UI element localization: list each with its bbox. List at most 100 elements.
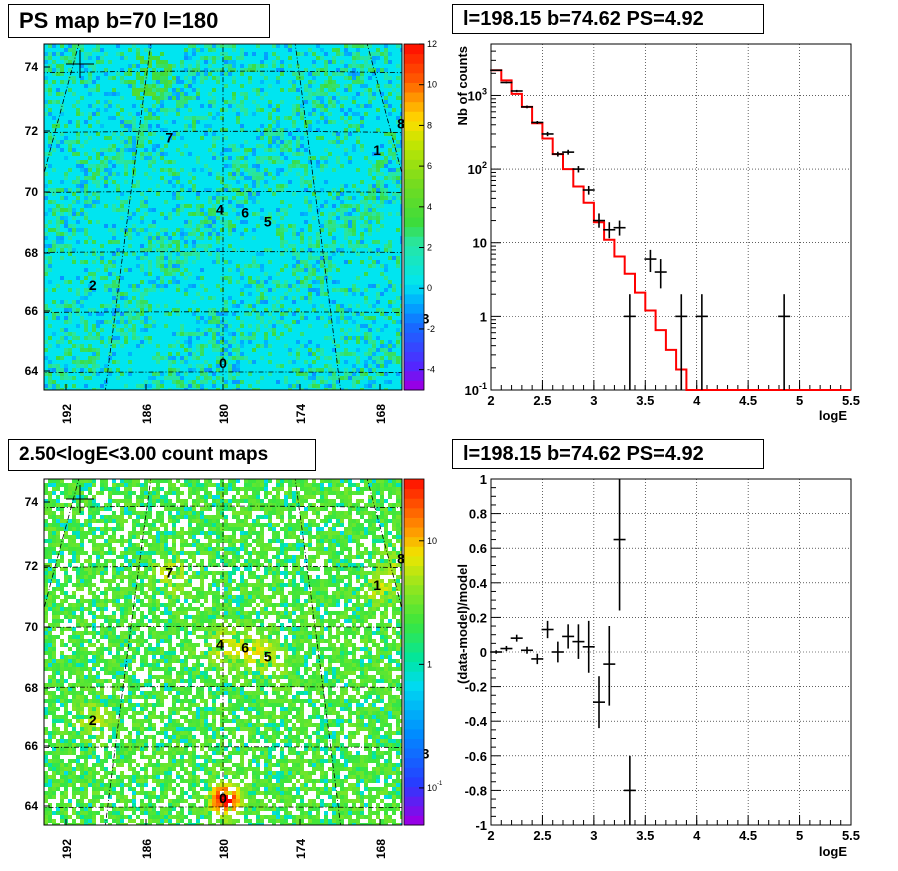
lon-line — [105, 479, 152, 825]
colorbar-cell — [404, 101, 424, 112]
colorbar-cell — [404, 351, 424, 362]
colorbar-cell — [404, 380, 424, 391]
colorbar-cell — [404, 584, 424, 595]
x-tick-label: 3.5 — [636, 393, 654, 408]
source-label: 5 — [264, 214, 272, 230]
y-tick-label: 0.8 — [469, 507, 487, 522]
colorbar-cell — [404, 82, 424, 93]
colorbar-cell — [404, 536, 424, 547]
y-tick-label: -0.6 — [465, 749, 487, 764]
colorbar-tick-label: 10-1 — [427, 781, 443, 793]
source-label: 4 — [216, 636, 224, 652]
lat-line — [0, 837, 620, 840]
colorbar-cell — [404, 488, 424, 499]
cnt-colorbar: 10-1 1 10 — [403, 478, 443, 826]
colorbar-cell — [404, 322, 424, 333]
colorbar-cell — [404, 786, 424, 797]
lon-line — [294, 479, 341, 825]
colorbar-cell — [404, 226, 424, 237]
residual-grid — [491, 479, 851, 825]
source-label: 4 — [216, 201, 224, 217]
colorbar-cell — [404, 517, 424, 528]
colorbar-cell — [404, 623, 424, 634]
x-tick-label: 168 — [374, 839, 388, 859]
spectrum-panel: 2 2.5 3 3.5 4 4.5 5 5.5 10-1 1 10 102 103 logE Nb of c… — [455, 43, 860, 423]
colorbar-cell — [404, 642, 424, 653]
x-tick-label: 180 — [217, 839, 231, 859]
y-tick-label: 0.6 — [469, 541, 487, 556]
x-tick-label: 4 — [693, 393, 701, 408]
ps-map-cells — [0, 14, 402, 435]
y-tick-label: 64 — [25, 364, 39, 378]
colorbar-cell — [404, 805, 424, 816]
x-tick-label: 5 — [796, 828, 803, 843]
source-label: 6 — [241, 205, 249, 221]
colorbar-cell — [404, 738, 424, 749]
y-tick-label: 66 — [25, 739, 39, 753]
x-tick-label: 2 — [487, 828, 494, 843]
ps-colorbar: -4 -2 0 2 4 6 8 10 12 — [403, 39, 437, 391]
x-tick-label: 192 — [60, 404, 74, 424]
colorbar-cell — [404, 332, 424, 343]
x-tick-label: 3 — [590, 828, 597, 843]
ps-map-title: PS map b=70 l=180 — [8, 4, 270, 38]
source-label: 8 — [397, 551, 405, 567]
count-map-title: 2.50<logE<3.00 count maps — [8, 439, 316, 471]
colorbar-cell — [404, 690, 424, 701]
x-tick-label: 180 — [217, 404, 231, 424]
colorbar-cell — [404, 159, 424, 170]
y-tick-label: -0.8 — [465, 783, 487, 798]
y-tick-label: 10 — [473, 236, 487, 251]
source-label: 3 — [422, 746, 430, 762]
colorbar-cell — [404, 498, 424, 509]
x-tick-label: 4 — [693, 828, 701, 843]
colorbar-tick-label: -4 — [427, 365, 435, 375]
colorbar-cell — [404, 313, 424, 324]
colorbar-cell — [404, 53, 424, 64]
cnt-map-cells — [0, 479, 620, 840]
ps-map-grid — [0, 14, 402, 435]
colorbar-cell — [404, 632, 424, 643]
y-tick-label: 103 — [468, 86, 487, 103]
source-label: 0 — [219, 355, 227, 371]
colorbar-cell — [404, 709, 424, 720]
y-tick-label: 74 — [25, 495, 39, 509]
colorbar-cell — [404, 188, 424, 199]
colorbar-cell — [404, 178, 424, 189]
colorbar-cell — [404, 207, 424, 218]
spectrum-frame — [490, 43, 852, 391]
colorbar-cell — [404, 767, 424, 778]
y-tick-label: 102 — [468, 160, 487, 177]
y-tick-label: 1 — [480, 472, 487, 487]
colorbar-cell — [404, 130, 424, 141]
colorbar-cell — [404, 245, 424, 256]
colorbar-cell — [404, 555, 424, 566]
y-tick-label: 0.4 — [469, 576, 488, 591]
y-tick-label: -1 — [475, 818, 487, 833]
y-tick-label: -0.2 — [465, 680, 487, 695]
colorbar-tick-label: 1 — [427, 659, 432, 669]
y-tick-label: 68 — [25, 246, 39, 260]
lon-line — [0, 14, 20, 435]
y-tick-label: 64 — [25, 799, 39, 813]
y-tick-label: 10-1 — [465, 381, 487, 398]
colorbar-cell — [404, 507, 424, 518]
colorbar-cell — [404, 527, 424, 538]
lon-line — [44, 479, 80, 610]
colorbar-cell — [404, 796, 424, 807]
x-axis-label: logE — [819, 408, 847, 423]
x-tick-label: 4.5 — [739, 393, 757, 408]
x-tick-label: 3.5 — [636, 828, 654, 843]
colorbar-cell — [404, 361, 424, 372]
colorbar-cell — [404, 120, 424, 131]
cnt-map-grid — [0, 479, 620, 840]
x-axis-label: logE — [819, 844, 847, 859]
colorbar-cell — [404, 603, 424, 615]
y-tick-label: 74 — [25, 60, 39, 74]
colorbar-cell — [404, 748, 424, 759]
colorbar-cell — [404, 546, 424, 557]
colorbar-cell — [404, 303, 424, 314]
colorbar-cell — [404, 671, 424, 682]
